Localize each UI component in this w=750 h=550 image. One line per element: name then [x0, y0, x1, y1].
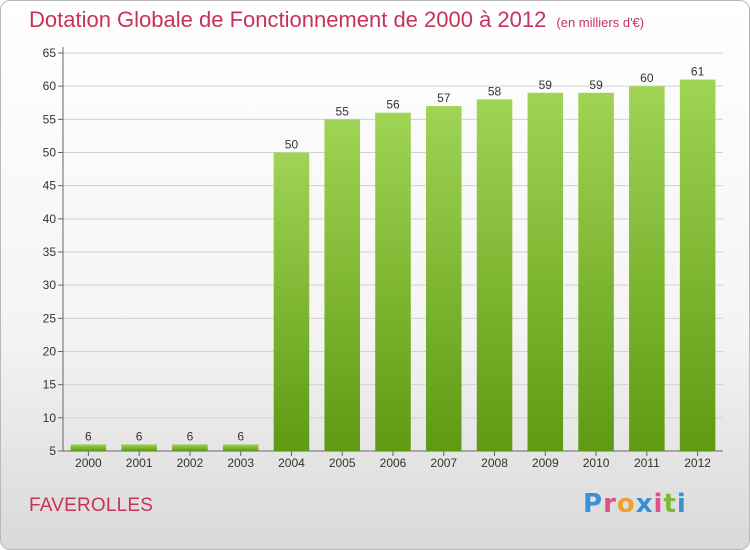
- x-tick-label: 2006: [380, 456, 407, 470]
- x-tick-label: 2008: [481, 456, 508, 470]
- y-tick-label: 40: [43, 212, 57, 226]
- bar-2007: [426, 106, 462, 452]
- y-tick-label: 10: [43, 411, 57, 425]
- label-layer: 6 6 6 6 50 55 56 57 58 59 59 60 61: [85, 65, 705, 444]
- bar-2000: [70, 444, 107, 451]
- x-tick-label: 2000: [75, 456, 102, 470]
- bar-2012: [679, 79, 716, 452]
- data-label: 50: [285, 138, 299, 152]
- logo-letter: i: [653, 489, 664, 519]
- y-tick-label: 50: [43, 146, 57, 160]
- logo-letter: i: [676, 489, 687, 519]
- data-label: 59: [539, 78, 553, 92]
- x-tick-label: 2012: [684, 456, 711, 470]
- data-label: 61: [691, 65, 705, 79]
- bar-2009: [527, 92, 564, 452]
- bar-2010: [578, 92, 614, 452]
- y-tick-label: 45: [43, 179, 57, 193]
- y-tick-label: 15: [43, 378, 57, 392]
- y-tick-label: 30: [43, 278, 57, 292]
- data-label: 6: [187, 429, 194, 443]
- data-label: 56: [386, 98, 400, 112]
- data-label: 57: [437, 91, 451, 105]
- y-tick-label: 55: [43, 112, 57, 126]
- x-tick-label: 2001: [126, 456, 153, 470]
- y-tick-label: 25: [43, 311, 57, 325]
- logo-letter: x: [635, 489, 654, 519]
- logo-letter: r: [603, 489, 617, 519]
- y-tick-label: 65: [43, 46, 57, 60]
- logo-letter: o: [616, 489, 636, 519]
- data-label: 6: [237, 429, 244, 443]
- bar-layer: [70, 79, 716, 452]
- data-label: 6: [85, 429, 92, 443]
- x-tick-label: 2007: [430, 456, 457, 470]
- x-tick-label: 2003: [227, 456, 254, 470]
- chart-title: Dotation Globale de Fonctionnement de 20…: [29, 7, 644, 33]
- title-text: Dotation Globale de Fonctionnement de 20…: [29, 7, 547, 32]
- bar-2011: [629, 86, 665, 452]
- axis-layer: 5 10 15 20 25 30 35 40 45 50 55 60 65 2000 2001 2002 200…: [43, 46, 723, 470]
- x-tick-label: 2005: [329, 456, 356, 470]
- x-tick-label: 2011: [634, 456, 660, 470]
- proxiti-logo: Proxiti: [583, 489, 687, 519]
- x-tick-label: 2004: [278, 456, 305, 470]
- x-tick-label: 2002: [177, 456, 204, 470]
- y-tick-label: 35: [43, 245, 57, 259]
- x-tick-label: 2010: [583, 456, 610, 470]
- bar-2001: [121, 444, 157, 451]
- y-tick-label: 60: [43, 79, 57, 93]
- logo-letter: P: [583, 489, 604, 519]
- bar-2008: [476, 99, 513, 451]
- y-tick-label: 20: [43, 345, 57, 359]
- bar-2004: [273, 152, 310, 451]
- unit-label: (en milliers d'€): [556, 15, 645, 30]
- x-tick-label: 2009: [532, 456, 559, 470]
- city-name: FAVEROLLES: [29, 495, 154, 516]
- data-label: 6: [136, 429, 143, 443]
- y-tick-label: 5: [49, 444, 56, 458]
- data-label: 59: [589, 78, 603, 92]
- data-label: 58: [488, 84, 502, 98]
- data-label: 60: [640, 71, 654, 85]
- bar-2002: [172, 444, 208, 451]
- bar-2006: [375, 112, 411, 451]
- logo-letter: t: [663, 489, 677, 519]
- bar-2005: [324, 119, 360, 451]
- data-label: 55: [336, 104, 350, 118]
- bar-2003: [222, 444, 259, 451]
